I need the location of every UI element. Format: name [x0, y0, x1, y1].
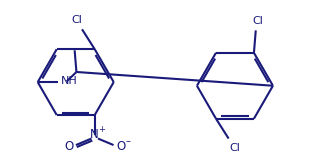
Text: +: + — [98, 125, 105, 134]
Text: Cl: Cl — [252, 16, 263, 26]
Text: N: N — [90, 128, 99, 141]
Text: NH: NH — [60, 76, 77, 86]
Text: O: O — [117, 140, 126, 153]
Text: –: – — [126, 136, 130, 146]
Text: Cl: Cl — [71, 15, 82, 25]
Text: O: O — [65, 140, 74, 153]
Text: Cl: Cl — [230, 143, 241, 153]
